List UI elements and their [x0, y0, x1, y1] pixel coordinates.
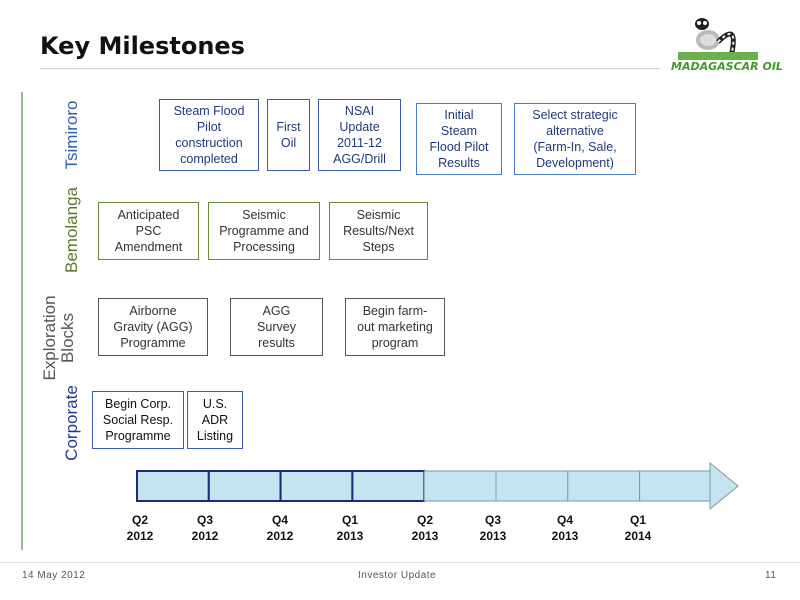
lemur-icon	[678, 18, 758, 60]
quarter-label: Q2 2012	[126, 513, 154, 543]
quarter-label: Q3 2012	[191, 513, 219, 543]
milestone-box: Seismic Results/Next Steps	[329, 202, 428, 260]
milestone-box: U.S. ADR Listing	[187, 391, 243, 449]
timeline-cell	[495, 470, 569, 502]
milestone-box: Begin farm- out marketing program	[345, 298, 445, 356]
footer-divider	[0, 562, 800, 563]
timeline-cell	[279, 470, 354, 502]
quarter-label: Q2 2013	[411, 513, 439, 543]
timeline-cell	[207, 470, 282, 502]
title-divider	[40, 68, 660, 69]
milestone-box: Anticipated PSC Amendment	[98, 202, 199, 260]
milestone-box: Begin Corp. Social Resp. Programme	[92, 391, 184, 449]
timeline-cell	[639, 470, 712, 502]
quarter-label: Q1 2013	[336, 513, 364, 543]
timeline-cell	[567, 470, 641, 502]
timeline-arrowhead	[709, 461, 739, 511]
milestone-box: NSAI Update 2011-12 AGG/Drill	[318, 99, 401, 171]
footer-title: Investor Update	[358, 570, 437, 581]
logo-text: MADAGASCAR OIL	[671, 60, 783, 73]
milestone-box: Airborne Gravity (AGG) Programme	[98, 298, 208, 356]
milestone-box: Select strategic alternative (Farm-In, S…	[514, 103, 636, 175]
footer-date: 14 May 2012	[22, 570, 86, 581]
milestone-box: Initial Steam Flood Pilot Results	[416, 103, 502, 175]
quarter-label: Q3 2013	[479, 513, 507, 543]
milestone-box: Steam Flood Pilot construction completed	[159, 99, 259, 171]
page-number: 11	[765, 570, 777, 581]
quarter-label: Q4 2012	[266, 513, 294, 543]
company-logo: MADAGASCAR OIL	[668, 12, 786, 80]
milestone-box: Seismic Programme and Processing	[208, 202, 320, 260]
quarter-label: Q4 2013	[551, 513, 579, 543]
timeline-cell	[351, 470, 426, 502]
timeline-cell	[136, 470, 210, 502]
timeline-cell	[423, 470, 497, 502]
page-title: Key Milestones	[40, 32, 245, 60]
milestone-box: AGG Survey results	[230, 298, 323, 356]
quarter-label: Q1 2014	[624, 513, 652, 543]
left-accent-rule	[21, 92, 23, 550]
milestone-box: First Oil	[267, 99, 310, 171]
